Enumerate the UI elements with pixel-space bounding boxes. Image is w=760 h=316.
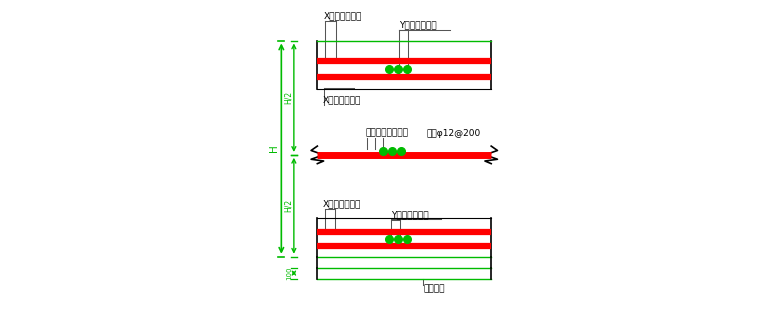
- Text: Y向板底通长筋: Y向板底通长筋: [391, 210, 429, 219]
- Text: Y向板面通长筋: Y向板面通长筋: [399, 21, 436, 30]
- Text: X向板面通长筋: X向板面通长筋: [323, 199, 361, 208]
- Text: H/2: H/2: [283, 199, 293, 212]
- Text: 100: 100: [286, 266, 292, 280]
- Text: 素砼垫层: 素砼垫层: [424, 284, 445, 293]
- Text: X向板面附加筋: X向板面附加筋: [323, 96, 361, 105]
- Text: X向板面通长筋: X向板面通长筋: [324, 11, 362, 20]
- Text: H: H: [270, 145, 280, 153]
- Text: H/2: H/2: [283, 91, 293, 104]
- Text: 双向φ12@200: 双向φ12@200: [427, 129, 481, 138]
- Text: 中部附加钢筋网片: 中部附加钢筋网片: [366, 129, 409, 138]
